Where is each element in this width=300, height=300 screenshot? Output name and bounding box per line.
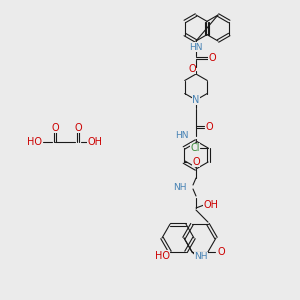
Text: N: N	[192, 95, 200, 105]
Text: Cl: Cl	[190, 143, 200, 153]
Text: HO: HO	[154, 251, 169, 261]
Text: O: O	[205, 122, 213, 132]
Text: O: O	[74, 123, 82, 133]
Text: O: O	[51, 123, 59, 133]
Text: OH: OH	[203, 200, 218, 210]
Text: HO: HO	[28, 137, 43, 147]
Text: O: O	[192, 157, 200, 167]
Text: HN: HN	[189, 43, 203, 52]
Text: OH: OH	[88, 137, 103, 147]
Text: HN: HN	[176, 131, 189, 140]
Text: O: O	[188, 64, 196, 74]
Text: NH: NH	[173, 182, 187, 191]
Text: O: O	[217, 247, 225, 257]
Text: NH: NH	[194, 252, 208, 261]
Text: O: O	[208, 53, 216, 63]
